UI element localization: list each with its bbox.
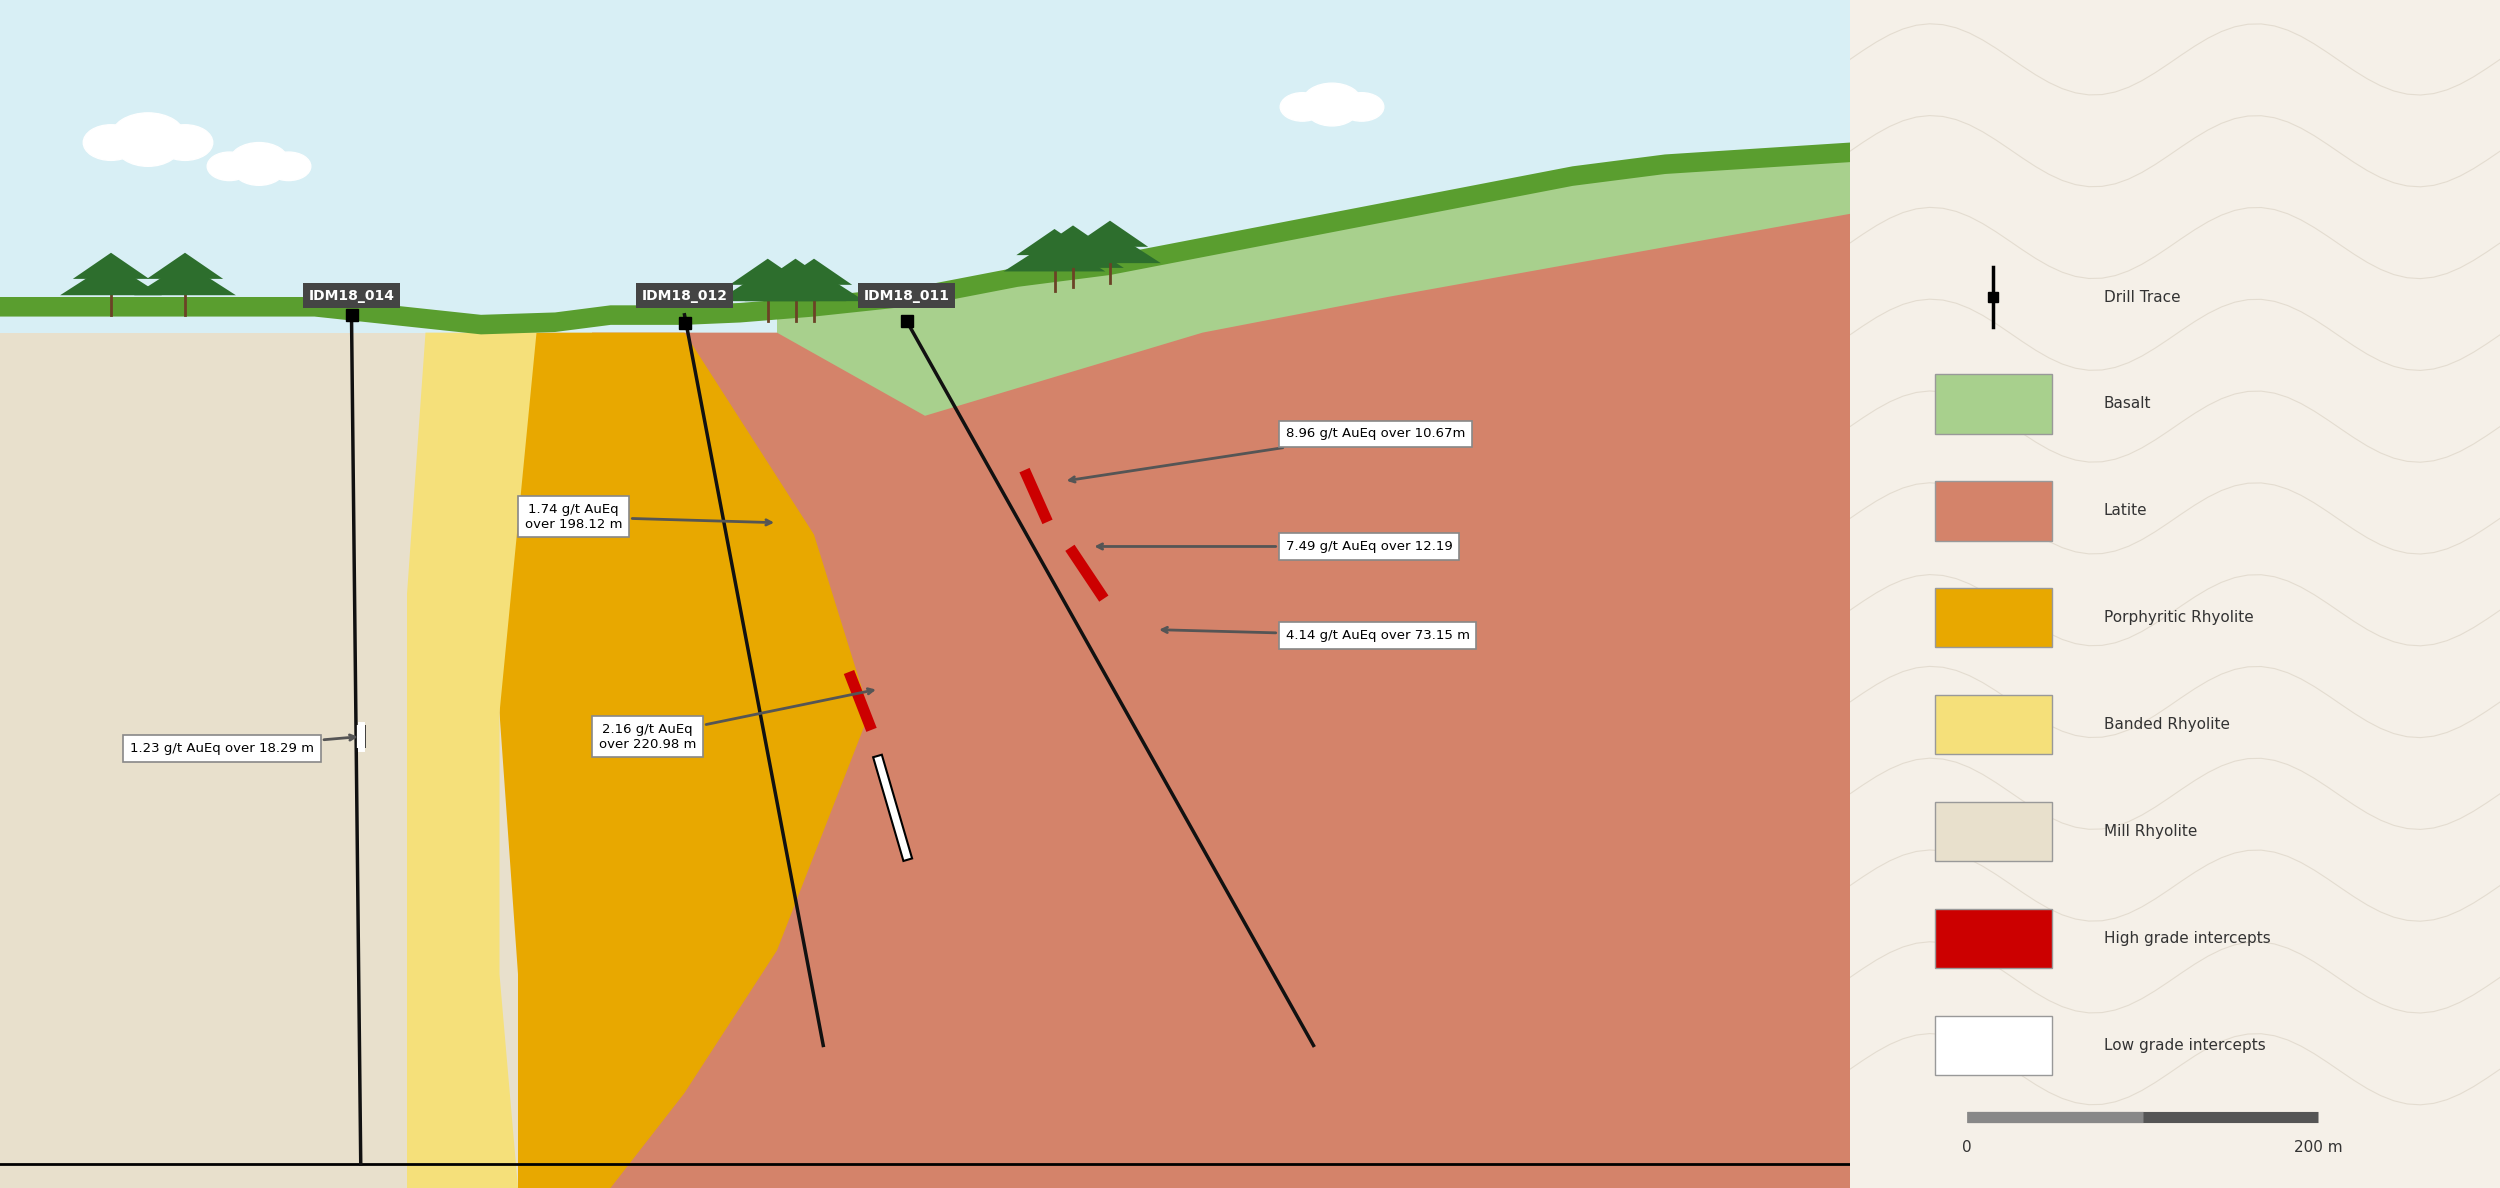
Polygon shape	[72, 253, 150, 279]
Circle shape	[1280, 93, 1325, 121]
Text: 4.14 g/t AuEq over 73.15 m: 4.14 g/t AuEq over 73.15 m	[1162, 627, 1470, 642]
Text: IDM18_014: IDM18_014	[308, 289, 395, 303]
Text: Low grade intercepts: Low grade intercepts	[2102, 1038, 2265, 1053]
Polygon shape	[135, 263, 235, 296]
Polygon shape	[408, 333, 538, 1188]
Circle shape	[1340, 93, 1385, 121]
Polygon shape	[500, 333, 870, 1188]
Text: 0: 0	[1962, 1140, 1972, 1156]
Polygon shape	[1035, 226, 1110, 252]
Text: IDM18_011: IDM18_011	[862, 289, 950, 303]
Circle shape	[158, 125, 212, 160]
Polygon shape	[0, 0, 1850, 333]
Circle shape	[208, 152, 252, 181]
FancyBboxPatch shape	[1935, 374, 2052, 434]
Circle shape	[82, 125, 140, 160]
Text: 7.49 g/t AuEq over 12.19: 7.49 g/t AuEq over 12.19	[1098, 541, 1452, 552]
Text: 1.74 g/t AuEq
over 198.12 m: 1.74 g/t AuEq over 198.12 m	[525, 503, 770, 531]
Text: Latite: Latite	[2102, 504, 2148, 518]
Text: 8.96 g/t AuEq over 10.67m: 8.96 g/t AuEq over 10.67m	[1070, 428, 1465, 482]
Text: Banded Rhyolite: Banded Rhyolite	[2102, 718, 2230, 732]
Polygon shape	[1017, 229, 1092, 255]
FancyBboxPatch shape	[1935, 588, 2052, 647]
FancyBboxPatch shape	[1935, 481, 2052, 541]
Text: Mill Rhyolite: Mill Rhyolite	[2102, 824, 2198, 839]
Circle shape	[268, 152, 310, 181]
Polygon shape	[0, 333, 1850, 1188]
FancyBboxPatch shape	[1935, 909, 2052, 968]
Text: High grade intercepts: High grade intercepts	[2102, 931, 2270, 946]
Polygon shape	[1003, 239, 1105, 272]
Polygon shape	[730, 259, 805, 285]
Polygon shape	[0, 143, 1850, 333]
Circle shape	[232, 152, 285, 185]
Polygon shape	[762, 268, 865, 302]
Polygon shape	[1060, 230, 1160, 264]
Polygon shape	[555, 0, 1850, 1188]
FancyBboxPatch shape	[1935, 1016, 2052, 1075]
FancyBboxPatch shape	[1935, 802, 2052, 861]
Circle shape	[230, 143, 288, 181]
Polygon shape	[775, 259, 853, 285]
Circle shape	[110, 113, 185, 160]
Text: 1.23 g/t AuEq over 18.29 m: 1.23 g/t AuEq over 18.29 m	[130, 735, 355, 754]
FancyBboxPatch shape	[1935, 695, 2052, 754]
Text: Basalt: Basalt	[2102, 397, 2150, 411]
Text: Porphyritic Rhyolite: Porphyritic Rhyolite	[2102, 611, 2252, 625]
Text: 2.16 g/t AuEq
over 220.98 m: 2.16 g/t AuEq over 220.98 m	[600, 689, 872, 751]
Polygon shape	[1072, 221, 1148, 247]
Polygon shape	[60, 263, 162, 296]
Polygon shape	[1022, 235, 1125, 268]
Text: IDM18_012: IDM18_012	[642, 289, 728, 303]
Polygon shape	[758, 259, 833, 285]
Circle shape	[1302, 83, 1362, 121]
Text: 200 m: 200 m	[2292, 1140, 2342, 1156]
Text: Drill Trace: Drill Trace	[2102, 290, 2180, 304]
Polygon shape	[555, 214, 1850, 1188]
Polygon shape	[0, 0, 1850, 333]
Circle shape	[115, 125, 180, 166]
Polygon shape	[718, 268, 818, 302]
Polygon shape	[148, 253, 222, 279]
Circle shape	[1305, 93, 1358, 126]
Polygon shape	[745, 268, 848, 302]
